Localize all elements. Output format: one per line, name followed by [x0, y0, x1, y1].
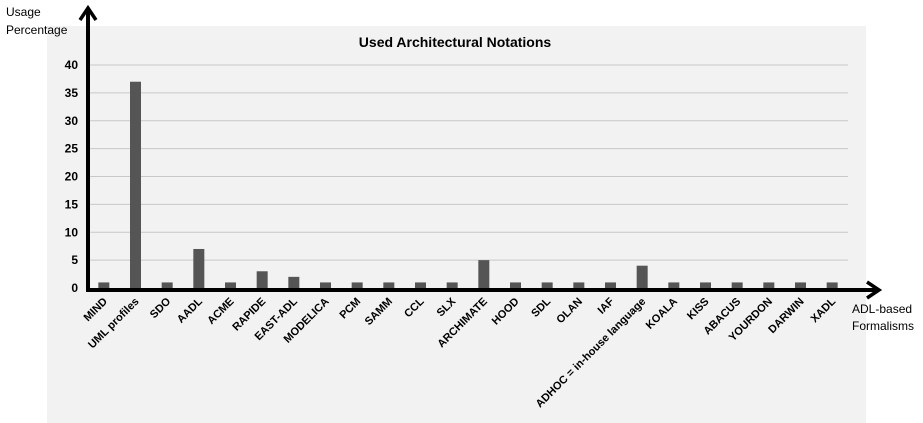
y-tick-labels: 0 5 10 15 20 25 30 35 40 — [65, 58, 79, 295]
x-axis-arrow — [866, 280, 883, 300]
bar — [415, 282, 426, 288]
y-tick-label: 25 — [65, 142, 79, 156]
y-axis-arrow — [78, 4, 98, 21]
bar — [731, 282, 743, 288]
plot-area — [47, 26, 866, 423]
bar — [510, 282, 521, 288]
bar — [636, 265, 648, 288]
x-axis-label-line1: ADL-based — [852, 302, 912, 316]
bars — [98, 81, 838, 288]
bar — [446, 282, 458, 288]
bar — [320, 282, 331, 288]
chart-title: Used Architectural Notations — [359, 34, 552, 50]
bar — [795, 282, 806, 288]
bar — [225, 282, 236, 288]
bar — [826, 282, 838, 288]
bar — [161, 282, 173, 288]
bar — [130, 81, 141, 288]
bar — [383, 282, 395, 288]
bar — [668, 282, 680, 288]
y-tick-label: 15 — [65, 197, 79, 211]
bar — [256, 271, 268, 288]
bar — [605, 282, 616, 288]
bar — [193, 248, 205, 288]
bar — [700, 282, 711, 288]
y-tick-label: 30 — [65, 114, 79, 128]
y-tick-label: 35 — [65, 86, 79, 100]
y-tick-label: 20 — [65, 170, 79, 184]
y-tick-label: 10 — [65, 225, 79, 239]
y-tick-label: 40 — [65, 58, 79, 72]
bar — [98, 282, 110, 288]
bar — [478, 260, 490, 288]
bar — [573, 282, 585, 288]
bar — [288, 276, 300, 288]
gridlines — [88, 64, 848, 261]
bar — [351, 282, 363, 288]
bar — [541, 282, 553, 288]
y-axis-label-line1: Usage — [6, 5, 41, 19]
x-axis-label-line2: Formalisms — [852, 319, 914, 333]
y-tick-label: 0 — [71, 281, 78, 295]
y-tick-label: 5 — [71, 253, 78, 267]
y-axis-label-line2: Percentage — [6, 23, 68, 37]
bar — [763, 282, 775, 288]
